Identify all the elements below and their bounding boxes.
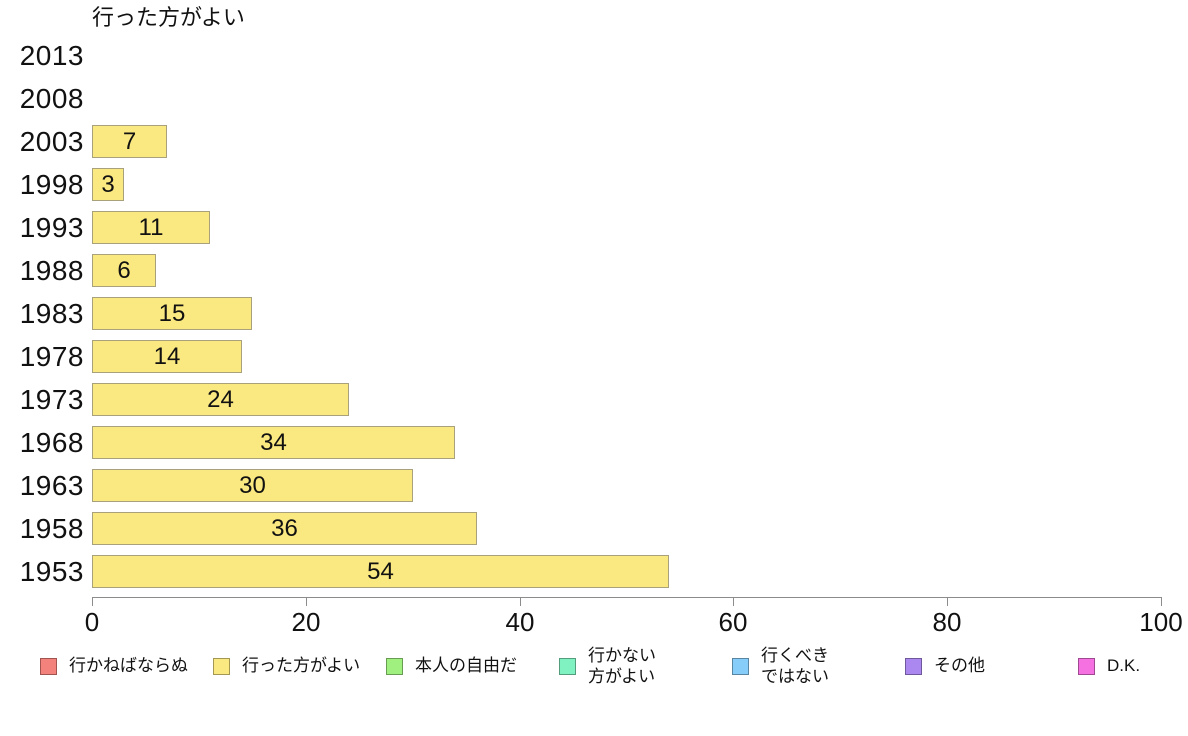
chart-row: 1963 30 xyxy=(0,464,1188,507)
bar: 14 xyxy=(92,340,242,373)
bar-value-label: 11 xyxy=(138,213,164,241)
x-axis-tick xyxy=(733,597,734,606)
x-axis-tick xyxy=(92,597,93,606)
chart-row: 1988 6 xyxy=(0,249,1188,292)
y-axis-category-label: 1968 xyxy=(19,426,84,458)
x-axis-tick-label: 20 xyxy=(291,607,321,637)
x-axis-tick xyxy=(306,597,307,606)
legend-label: D.K. xyxy=(1107,656,1141,676)
y-axis-category-label: 2013 xyxy=(19,39,84,71)
x-axis-tick-label: 100 xyxy=(1139,607,1183,637)
bar-value-label: 30 xyxy=(239,471,266,499)
bar-value-label: 36 xyxy=(271,514,298,542)
legend-label: 行かねばならぬ xyxy=(69,656,188,676)
bar: 54 xyxy=(92,555,669,588)
chart-row: 1968 34 xyxy=(0,421,1188,464)
bar: 3 xyxy=(92,168,124,201)
x-axis-tick-label: 80 xyxy=(932,607,962,637)
chart-row: 2008 xyxy=(0,77,1188,120)
x-axis-tick-label: 0 xyxy=(84,607,100,637)
bar-value-label: 7 xyxy=(122,127,137,155)
legend-swatch xyxy=(559,657,576,675)
y-axis-category-label: 2008 xyxy=(19,82,84,114)
x-axis-tick-label: 60 xyxy=(718,607,748,637)
x-axis-tick xyxy=(520,597,521,606)
chart-row: 1978 14 xyxy=(0,335,1188,378)
bar: 24 xyxy=(92,383,349,416)
chart-row: 1973 24 xyxy=(0,378,1188,421)
bar: 6 xyxy=(92,254,156,287)
y-axis-category-label: 1953 xyxy=(19,555,84,587)
legend-item: 行かない 方がよい xyxy=(559,644,656,688)
x-axis-line xyxy=(92,597,1161,598)
legend: 行かねばならぬ 行った方がよい 本人の自由だ 行かない 方がよい 行くべき ではない その… xyxy=(0,644,1188,692)
chart-row: 1993 11 xyxy=(0,206,1188,249)
legend-swatch xyxy=(1078,657,1095,675)
bar: 7 xyxy=(92,125,167,158)
y-axis-category-label: 1998 xyxy=(19,168,84,200)
bar-value-label: 15 xyxy=(158,299,186,327)
legend-swatch xyxy=(213,657,230,675)
bar: 15 xyxy=(92,297,252,330)
chart-row: 1953 54 xyxy=(0,550,1188,593)
y-axis-category-label: 1958 xyxy=(19,512,84,544)
y-axis-category-label: 2003 xyxy=(19,125,84,157)
y-axis-category-label: 1993 xyxy=(19,211,84,243)
y-axis-category-label: 1973 xyxy=(19,383,84,415)
bar-value-label: 6 xyxy=(117,256,131,284)
legend-item: D.K. xyxy=(1078,644,1140,688)
chart-row: 2003 7 xyxy=(0,120,1188,163)
legend-item: 行かねばならぬ xyxy=(40,644,188,688)
y-axis-category-label: 1988 xyxy=(19,254,84,286)
plot-area: 2013 2008 2003 7 1998 3 1993 11 1988 6 1983 15 1978 1… xyxy=(0,34,1188,593)
legend-label: 行くべき ではない xyxy=(761,645,829,686)
legend-swatch xyxy=(40,657,57,675)
legend-label: 行かない 方がよい xyxy=(588,645,656,686)
legend-item: 行くべき ではない xyxy=(732,644,829,688)
bar: 34 xyxy=(92,426,455,459)
legend-label: その他 xyxy=(934,656,985,676)
legend-swatch xyxy=(386,657,403,675)
bar: 11 xyxy=(92,211,210,244)
x-axis-tick-label: 40 xyxy=(505,607,535,637)
chart-row: 1958 36 xyxy=(0,507,1188,550)
bar-value-label: 34 xyxy=(260,428,287,456)
chart-row: 2013 xyxy=(0,34,1188,77)
x-axis-tick xyxy=(947,597,948,606)
bar: 36 xyxy=(92,512,477,545)
y-axis-category-label: 1983 xyxy=(19,297,84,329)
legend-swatch xyxy=(905,657,922,675)
legend-swatch xyxy=(732,657,749,675)
y-axis-category-label: 1963 xyxy=(19,469,84,501)
chart-row: 1998 3 xyxy=(0,163,1188,206)
legend-item: 行った方がよい xyxy=(213,644,360,688)
x-axis-tick xyxy=(1161,597,1162,606)
chart-title: 行った方がよい xyxy=(92,5,245,30)
bar-value-label: 24 xyxy=(207,385,234,413)
bar-value-label: 3 xyxy=(101,170,115,198)
legend-item: 本人の自由だ xyxy=(386,644,517,688)
chart-row: 1983 15 xyxy=(0,292,1188,335)
legend-item: その他 xyxy=(905,644,985,688)
bar-value-label: 54 xyxy=(367,557,394,585)
y-axis-category-label: 1978 xyxy=(19,340,84,372)
bar: 30 xyxy=(92,469,413,502)
bar-value-label: 14 xyxy=(153,342,181,370)
legend-label: 本人の自由だ xyxy=(415,656,517,676)
legend-label: 行った方がよい xyxy=(242,656,361,676)
